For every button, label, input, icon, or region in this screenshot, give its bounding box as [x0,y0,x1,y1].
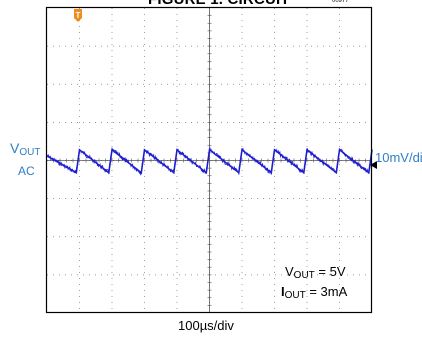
svg-text:T: T [76,11,81,20]
condition-iout: IOUT = 3mA [281,284,348,301]
vout-label: VOUT [10,140,41,158]
plot-frame [45,6,373,314]
trigger-marker: T [74,9,82,22]
trace-noise [46,146,373,176]
condition-vout: VOUT = 5V [285,264,346,281]
figure-title: FIGURE 1. CIRCUIT [148,0,290,8]
ac-label: AC [18,164,35,178]
time-scale-label: 100µs/div [178,318,234,333]
figure-id: 00977 [332,0,349,4]
grid [47,8,372,313]
vertical-scale-label: 10mV/div [375,150,422,165]
channel-marker [370,161,377,169]
